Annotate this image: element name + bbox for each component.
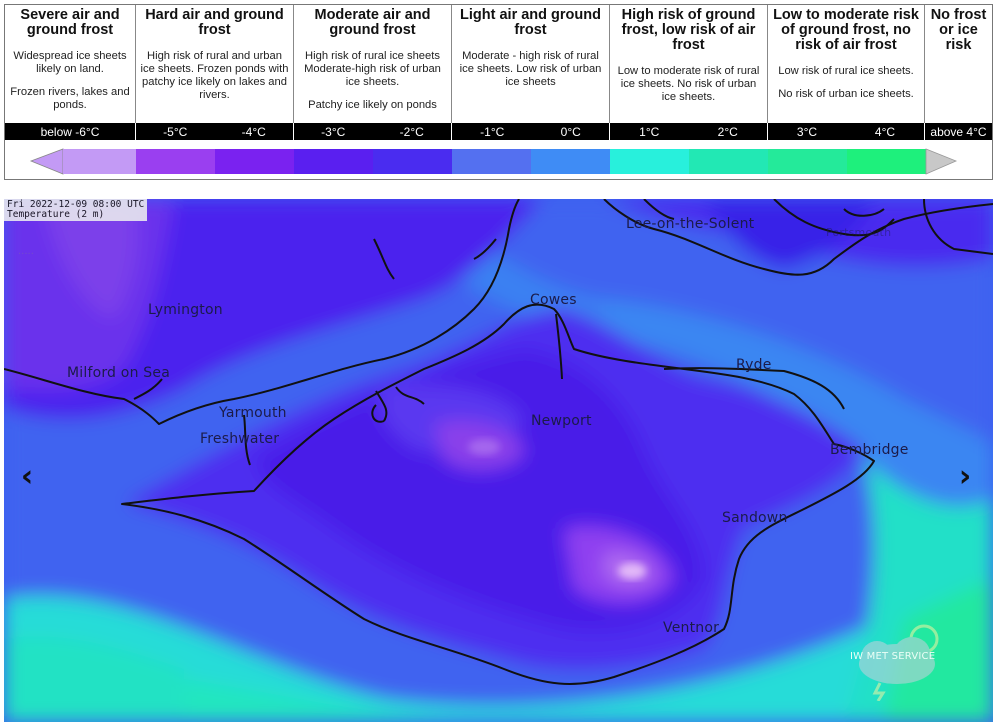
category-description: High risk of rural and urban ice sheets.… <box>140 50 289 101</box>
legend-temperature-scale: below -6°C -5°C -4°C -3°C -2°C -1°C 0°C 1°C… <box>5 123 992 140</box>
category-description-secondary: No risk of urban ice sheets. <box>778 88 914 100</box>
timestamp-text: Fri 2022-12-09 08:00 UTC <box>7 199 145 210</box>
temperature-map[interactable]: ····· Fri 2022-12-09 08:00 UTC Temperatu… <box>4 199 993 722</box>
legend-category-ground-frost-high: High risk of ground frost, low risk of a… <box>610 5 768 123</box>
place-freshwater: Freshwater <box>200 431 280 447</box>
legend-category-ground-frost-low: Low to moderate risk of ground frost, no… <box>768 5 925 123</box>
legend-category-light: Light air and ground frost Moderate - hi… <box>452 5 610 123</box>
category-description: Widespread ice sheets likely on land. <box>13 50 127 75</box>
category-description-secondary: Patchy ice likely on ponds <box>308 99 437 111</box>
coastlines <box>4 199 993 685</box>
legend-category-severe: Severe air and ground frost Widespread i… <box>5 5 136 123</box>
below-range-arrow <box>29 148 64 175</box>
legend-categories: Severe air and ground frost Widespread i… <box>5 5 992 123</box>
place-lymington: Lymington <box>148 302 223 318</box>
temp-label: 0°C <box>560 124 581 139</box>
cold-hotspot <box>468 439 500 455</box>
place-bembridge: Bembridge <box>830 442 909 458</box>
temp-label: -4°C <box>241 124 266 139</box>
place-ventnor: Ventnor <box>663 620 720 636</box>
temp-cell: -5°C -4°C <box>136 123 294 140</box>
swatch-group <box>63 149 926 174</box>
legend-category-hard: Hard air and ground frost High risk of r… <box>136 5 294 123</box>
legend-swatch <box>294 149 373 174</box>
temp-label: 4°C <box>874 124 896 139</box>
temp-label: below -6°C <box>40 124 100 139</box>
watermark-text: IW MET SERVICE <box>850 651 936 662</box>
cloud-sun-icon <box>859 624 939 701</box>
category-title: Low to moderate risk of ground frost, no… <box>773 7 919 53</box>
category-title: Hard air and ground frost <box>145 7 284 38</box>
map-canvas: ····· <box>4 199 993 722</box>
place-sandown: Sandown <box>722 510 788 526</box>
prev-arrow-icon[interactable]: ‹ <box>20 459 34 494</box>
map-timestamp: Fri 2022-12-09 08:00 UTC Temperature (2 … <box>4 199 148 221</box>
category-description: High risk of rural ice sheets Moderate-h… <box>304 50 441 88</box>
frost-legend: Severe air and ground frost Widespread i… <box>4 4 993 180</box>
temp-cell: above 4°C <box>925 123 992 140</box>
temperature-field <box>4 199 993 722</box>
variable-text: Temperature (2 m) <box>7 209 105 220</box>
temp-label: 1°C <box>639 124 660 139</box>
place-milford-on-sea: Milford on Sea <box>67 365 170 381</box>
legend-swatch <box>452 149 531 174</box>
temp-label: -2°C <box>399 124 424 139</box>
category-description: Low to moderate risk of rural ice sheets… <box>617 65 760 103</box>
category-title: No frost or ice risk <box>930 7 987 53</box>
legend-swatch <box>136 149 215 174</box>
legend-swatch <box>768 149 847 174</box>
category-description: Moderate - high risk of rural ice sheets… <box>459 50 602 88</box>
temp-label: above 4°C <box>930 124 987 139</box>
category-title: High risk of ground frost, low risk of a… <box>621 7 756 53</box>
temp-cell: 1°C 2°C <box>610 123 768 140</box>
faint-label: ····· <box>18 249 34 260</box>
legend-swatch <box>610 149 689 174</box>
category-title: Moderate air and ground frost <box>314 7 431 38</box>
temp-label: -1°C <box>480 124 505 139</box>
legend-swatch <box>373 149 452 174</box>
legend-color-bar <box>5 141 992 179</box>
cold-hotspot <box>618 563 646 579</box>
above-range-arrow <box>925 148 958 175</box>
temp-cell: -3°C -2°C <box>294 123 452 140</box>
temp-cell: below -6°C <box>5 123 136 140</box>
category-title: Severe air and ground frost <box>20 7 120 38</box>
temp-cell: 3°C 4°C <box>768 123 925 140</box>
legend-swatch <box>847 149 926 174</box>
place-ryde: Ryde <box>736 357 772 373</box>
next-arrow-icon[interactable]: › <box>958 459 972 494</box>
temp-label: 2°C <box>717 124 738 139</box>
temp-label: -5°C <box>163 124 188 139</box>
legend-swatch <box>689 149 768 174</box>
legend-category-none: No frost or ice risk <box>925 5 992 123</box>
place-lee-on-the-solent: Lee-on-the-Solent <box>626 216 755 232</box>
category-title: Light air and ground frost <box>460 7 601 38</box>
temp-label: 3°C <box>796 124 818 139</box>
legend-swatch <box>63 149 136 174</box>
place-cowes: Cowes <box>530 292 577 308</box>
category-description: Low risk of rural ice sheets. <box>778 65 914 77</box>
place-portsmouth: Portsmouth <box>826 226 892 239</box>
color-bar-svg <box>29 148 958 175</box>
place-newport: Newport <box>531 413 592 429</box>
legend-swatch <box>215 149 294 174</box>
legend-category-moderate: Moderate air and ground frost High risk … <box>294 5 452 123</box>
temp-label: -3°C <box>321 124 346 139</box>
watermark-logo <box>852 619 952 701</box>
category-description-secondary: Frozen rivers, lakes and ponds. <box>10 86 130 111</box>
temp-cell: -1°C 0°C <box>452 123 610 140</box>
legend-swatch <box>531 149 610 174</box>
place-yarmouth: Yarmouth <box>219 405 287 421</box>
